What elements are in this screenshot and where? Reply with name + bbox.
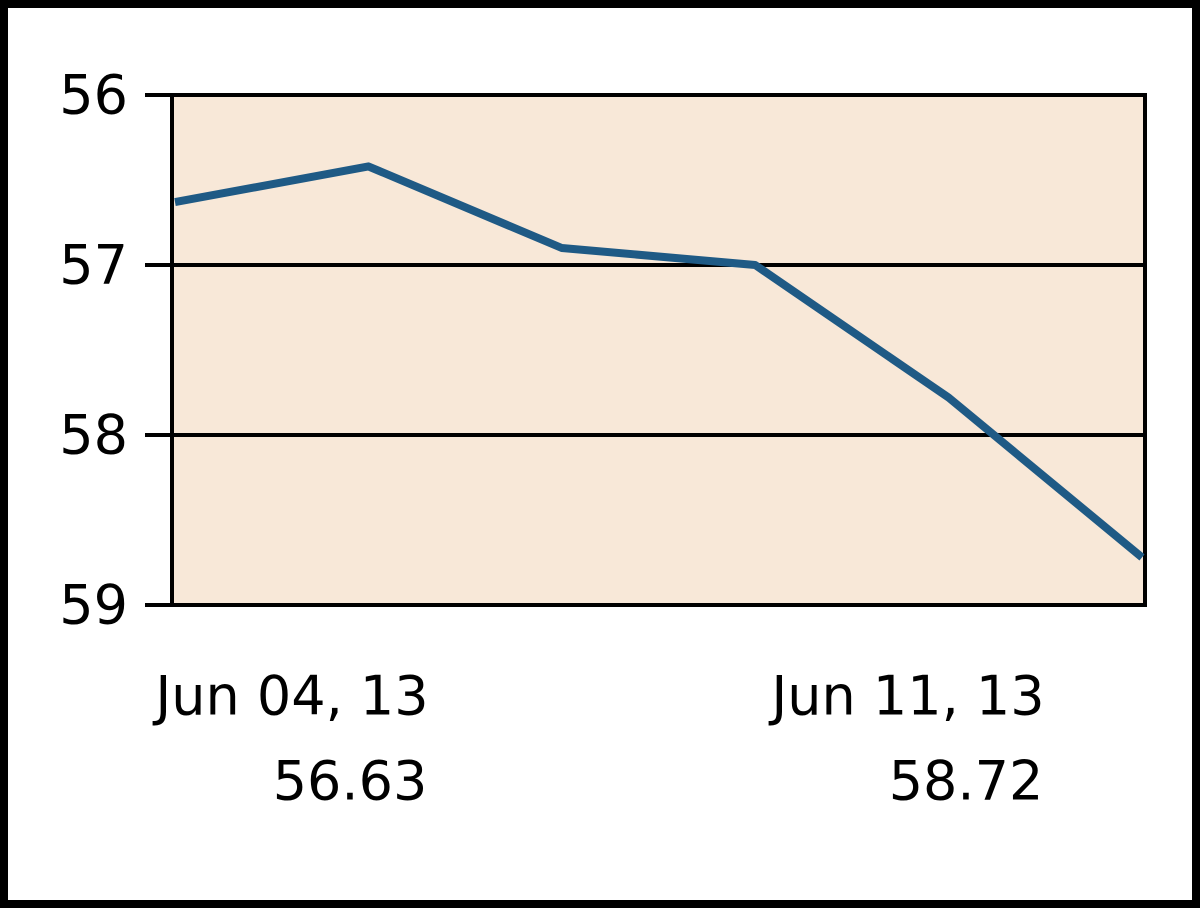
y-tick-label: 57 [59, 234, 128, 297]
data-line [174, 162, 1145, 561]
y-tick-label: 59 [59, 574, 128, 637]
x-tick-label: Jun 04, 13 [152, 665, 428, 728]
y-tick-label: 56 [59, 64, 128, 127]
y-tick-label: 58 [59, 404, 128, 467]
x-tick-label: Jun 11, 13 [768, 665, 1044, 728]
value-label: 58.72 [889, 750, 1044, 813]
value-label: 56.63 [273, 750, 428, 813]
plot-area [170, 93, 1147, 607]
